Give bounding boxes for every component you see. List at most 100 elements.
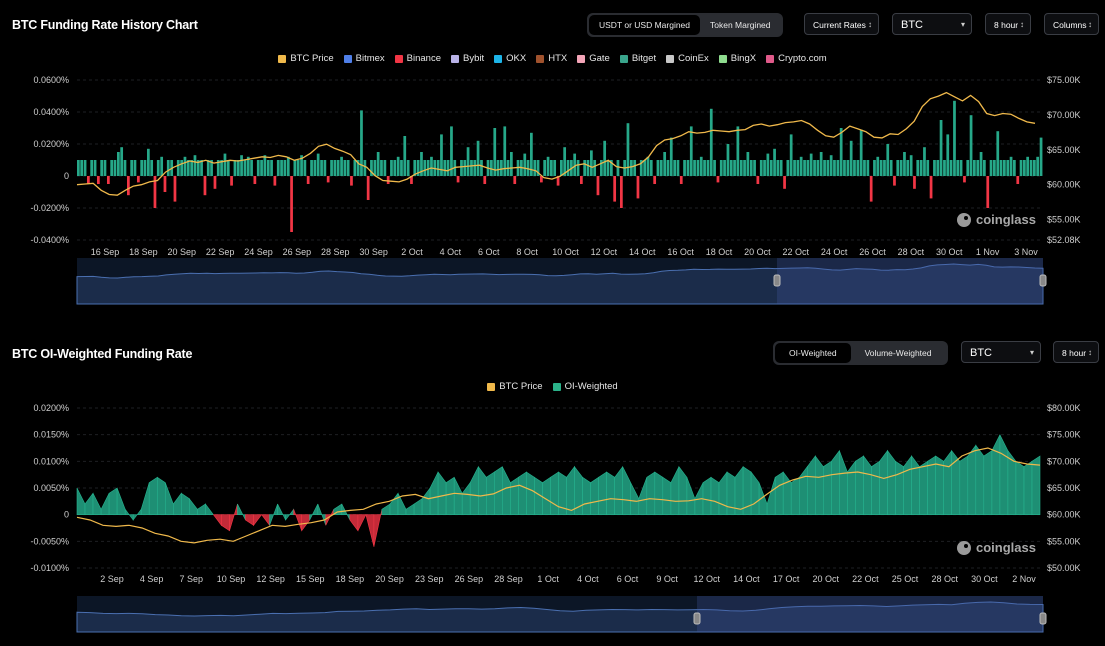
- oi-weighted-option[interactable]: OI-Weighted: [775, 343, 851, 363]
- funding-bar: [443, 160, 447, 176]
- legend-item[interactable]: BTC Price: [487, 381, 543, 392]
- legend-item[interactable]: HTX: [536, 53, 567, 64]
- x-tick-label: 4 Oct: [440, 247, 462, 257]
- volume-weighted-option[interactable]: Volume-Weighted: [864, 348, 932, 358]
- funding-rate-history-panel: BTC Funding Rate History Chart USDT or U…: [0, 0, 1105, 320]
- x-tick-label: 22 Sep: [206, 247, 235, 257]
- legend-label: Bybit: [463, 53, 485, 64]
- rate-select[interactable]: Current Rates ↕: [804, 13, 879, 35]
- funding-bar: [290, 176, 293, 232]
- oi-weighted-segment: [165, 482, 174, 515]
- funding-bar: [546, 156, 550, 176]
- funding-bar: [386, 176, 390, 184]
- funding-bar: [939, 120, 943, 176]
- funding-bar: [153, 176, 157, 208]
- coin-select[interactable]: BTC ▾: [961, 341, 1041, 363]
- funding-bar: [766, 153, 770, 176]
- funding-bar: [456, 176, 460, 183]
- legend-item[interactable]: Bitget: [619, 53, 657, 64]
- usdt-margined-option[interactable]: USDT or USD Margined: [589, 15, 701, 35]
- coinglass-logo: coinglass: [957, 212, 1036, 227]
- funding-bar: [799, 156, 803, 176]
- updown-chevron-icon: ↕: [1088, 348, 1092, 357]
- funding-bar: [733, 160, 736, 176]
- funding-bar: [340, 156, 343, 176]
- funding-bar: [213, 176, 217, 189]
- legend-item[interactable]: Crypto.com: [766, 53, 827, 64]
- funding-bar: [180, 160, 184, 176]
- y-tick-label: 0.0150%: [33, 430, 69, 440]
- funding-bar: [470, 160, 473, 176]
- oi-weighted-segment: [863, 455, 872, 515]
- x-tick-label: 10 Sep: [217, 574, 246, 584]
- legend-item[interactable]: OI-Weighted: [552, 381, 618, 392]
- legend-item[interactable]: BTC Price: [278, 53, 334, 64]
- legend-item[interactable]: BingX: [718, 53, 756, 64]
- navigator-left-handle: [693, 612, 701, 625]
- funding-bar: [426, 160, 430, 176]
- funding-bar: [440, 134, 443, 176]
- oi-weighted-segment: [823, 460, 832, 515]
- y-tick-label: -0.0200%: [30, 203, 69, 213]
- funding-bar: [323, 160, 327, 176]
- funding-bar: [933, 160, 936, 176]
- funding-bar: [636, 176, 640, 199]
- funding-bar: [626, 123, 630, 176]
- weight-toggle: OI-Weighted Volume-Weighted: [773, 341, 948, 365]
- funding-bar: [1039, 137, 1043, 176]
- legend-item[interactable]: Gate: [577, 53, 610, 64]
- funding-bar: [90, 160, 94, 176]
- funding-bar: [866, 160, 870, 176]
- y-right-tick-label: $75.00K: [1047, 75, 1081, 85]
- legend-item[interactable]: Binance: [394, 53, 441, 64]
- oi-weighted-segment: [654, 471, 664, 515]
- oi-weighted-segment: [871, 460, 880, 515]
- oi-weighted-segment: [413, 498, 423, 515]
- chart-type-select-value: Columns: [1053, 20, 1087, 30]
- oi-weighted-segment: [173, 492, 182, 515]
- oi-weighted-segment: [630, 482, 640, 515]
- funding-bar: [739, 160, 743, 176]
- funding-bar: [406, 160, 410, 176]
- chart-type-select[interactable]: Columns ↕: [1044, 13, 1099, 35]
- token-margined-option[interactable]: Token Margined: [710, 20, 771, 30]
- oi-weighted-segment: [718, 471, 728, 515]
- legend-item[interactable]: Bybit: [451, 53, 484, 64]
- legend-item[interactable]: CoinEx: [666, 53, 709, 64]
- coinglass-logo-icon: [957, 213, 971, 227]
- y-right-tick-label: $55.00K: [1047, 536, 1081, 546]
- funding-bar: [353, 160, 357, 176]
- coin-select[interactable]: BTC ▾: [892, 13, 972, 35]
- funding-bar: [233, 160, 237, 176]
- funding-bar: [699, 156, 703, 176]
- oi-weighted-segment: [92, 493, 102, 515]
- legend-swatch-icon: [552, 382, 561, 391]
- legend-item[interactable]: Bitmex: [343, 53, 385, 64]
- x-tick-label: 18 Sep: [336, 574, 365, 584]
- funding-bar: [676, 160, 680, 176]
- funding-bar: [503, 126, 507, 176]
- funding-bar: [943, 160, 946, 176]
- funding-bar: [313, 160, 317, 176]
- y-tick-label: 0: [64, 510, 69, 520]
- funding-bar: [889, 160, 893, 176]
- coinglass-logo: coinglass: [957, 540, 1036, 555]
- funding-bar: [133, 160, 137, 176]
- legend-item[interactable]: OKX: [494, 53, 526, 64]
- funding-bar: [899, 160, 903, 176]
- funding-bar: [360, 110, 363, 176]
- funding-bar: [656, 160, 660, 176]
- oi-weighted-segment: [277, 503, 286, 521]
- funding-bar: [1036, 156, 1040, 176]
- y-right-tick-label: $70.00K: [1047, 456, 1081, 466]
- funding-bar: [83, 160, 87, 176]
- x-tick-label: 14 Oct: [733, 574, 760, 584]
- btc-price-line: [76, 447, 1041, 544]
- funding-bar: [350, 176, 353, 186]
- navigator-series: [76, 601, 1044, 633]
- interval-select[interactable]: 8 hour ↕: [985, 13, 1031, 35]
- funding-bar: [123, 160, 127, 176]
- funding-bar: [526, 160, 530, 176]
- legend-label: Bitget: [631, 53, 657, 64]
- interval-select[interactable]: 8 hour ↕: [1053, 341, 1099, 363]
